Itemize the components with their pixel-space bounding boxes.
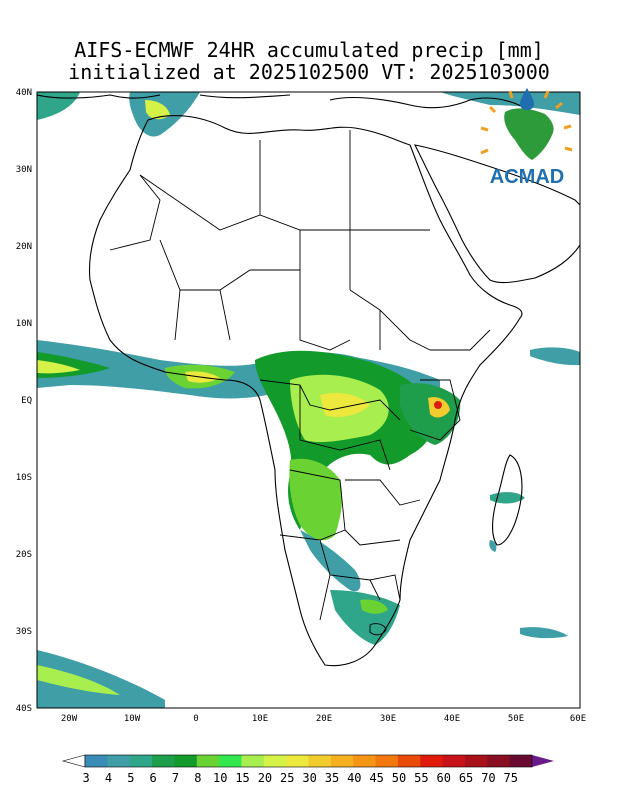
colorbar-swatch [219, 755, 242, 767]
colorbar-swatch [286, 755, 309, 767]
lon-tick: 40E [444, 714, 460, 724]
colorbar-swatch [107, 755, 131, 767]
lon-tick: 10W [124, 714, 141, 724]
colorbar-label: 70 [481, 771, 495, 785]
chart-title-line1: AIFS-ECMWF 24HR accumulated precip [mm] [74, 38, 544, 62]
precip-southafrica [330, 590, 400, 645]
europe-coastline [37, 94, 526, 109]
colorbar-swatch [397, 755, 421, 767]
lat-tick: 30N [16, 165, 32, 175]
colorbar-label: 75 [504, 771, 518, 785]
colorbar: 3 4 5 6 7 8 10 15 20 25 30 35 40 45 50 55 60 65 70 75 [61, 754, 554, 785]
colorbar-label: 7 [172, 771, 179, 785]
colorbar-label: 55 [414, 771, 428, 785]
country-borders [109, 130, 491, 636]
colorbar-swatch [241, 755, 265, 767]
precip-congo-core [320, 393, 370, 417]
lat-tick: 40N [16, 88, 32, 98]
logo-rays [480, 90, 573, 155]
colorbar-swatch [263, 755, 287, 767]
colorbar-swatch [420, 755, 444, 767]
lon-tick: 0 [193, 714, 198, 724]
madagascar-coastline [492, 454, 523, 546]
colorbar-frame [84, 754, 533, 768]
arabia-coastline [414, 144, 580, 284]
africa-coastline [88, 115, 523, 667]
lat-tick: 20N [16, 242, 32, 252]
colorbar-swatch [353, 755, 377, 767]
colorbar-label: 35 [325, 771, 339, 785]
colorbar-label: 4 [105, 771, 112, 785]
lon-tick: 50E [508, 714, 524, 724]
precip-indian-ocean [530, 347, 580, 366]
africa-sun-raindrop-logo: ACMAD [480, 88, 573, 188]
map-frame [36, 91, 581, 709]
colorbar-swatch [129, 755, 153, 767]
lon-tick: 20W [61, 714, 78, 724]
colorbar-label: 45 [369, 771, 383, 785]
colorbar-label: 5 [127, 771, 134, 785]
precip-nw-corner [37, 92, 80, 120]
colorbar-high-end [532, 755, 554, 767]
colorbar-swatch [85, 755, 108, 767]
colorbar-swatch [442, 755, 466, 767]
precip-southern-ocean-core [37, 665, 120, 695]
lat-tick-labels: 40N 30N 20N 10N EQ 10S 20S 30S 40S [16, 88, 32, 714]
lat-tick: 40S [16, 704, 32, 714]
colorbar-label: 8 [194, 771, 201, 785]
precip-indian-ocean-2 [490, 492, 525, 504]
logo-text: ACMAD [490, 166, 564, 188]
chart-title-line2: initialized at 2025102500 VT: 2025103000 [68, 60, 550, 84]
colorbar-label: 40 [347, 771, 361, 785]
lon-tick: 10E [252, 714, 268, 724]
precip-southafrica-core [360, 599, 388, 614]
lat-tick: 10N [16, 319, 32, 329]
lat-tick: 30S [16, 627, 32, 637]
colorbar-swatch [152, 755, 175, 767]
precip-madagascar [489, 540, 497, 552]
colorbar-label: 30 [302, 771, 316, 785]
colorbar-low-end [61, 754, 86, 768]
lon-tick: 60E [570, 714, 586, 724]
colorbar-swatch [308, 755, 332, 767]
precip-indian-ocean-3 [520, 627, 568, 639]
lon-tick: 30E [380, 714, 396, 724]
colorbar-swatch [464, 755, 488, 767]
colorbar-swatch [375, 755, 399, 767]
colorbar-swatch [330, 755, 354, 767]
colorbar-label: 65 [459, 771, 473, 785]
colorbar-label: 15 [235, 771, 249, 785]
colorbar-swatch [487, 755, 511, 767]
colorbar-label: 6 [150, 771, 157, 785]
colorbar-label: 3 [83, 771, 90, 785]
colorbar-swatch [196, 755, 220, 767]
precip-southwest-band [300, 530, 361, 592]
colorbar-label: 60 [436, 771, 450, 785]
precip-northwest-core [145, 100, 170, 120]
logo-continent [504, 108, 554, 160]
precip-southern-ocean [37, 650, 165, 708]
lat-tick: 20S [16, 550, 32, 560]
colorbar-label: 10 [213, 771, 227, 785]
colorbar-swatch [174, 755, 198, 767]
lon-tick-labels: 20W 10W 0 10E 20E 30E 40E 50E 60E [61, 714, 586, 724]
precip-core-west-inner [37, 360, 80, 374]
colorbar-label: 50 [392, 771, 406, 785]
precip-angola-band [289, 458, 343, 541]
precip-max-spot [434, 401, 442, 409]
colorbar-swatch [509, 755, 533, 767]
colorbar-label: 25 [280, 771, 294, 785]
lat-tick: 10S [16, 473, 32, 483]
coastlines [37, 94, 580, 667]
lat-tick: EQ [21, 396, 32, 406]
lon-tick: 20E [316, 714, 332, 724]
colorbar-label: 20 [258, 771, 272, 785]
logo-raindrop [520, 88, 534, 110]
